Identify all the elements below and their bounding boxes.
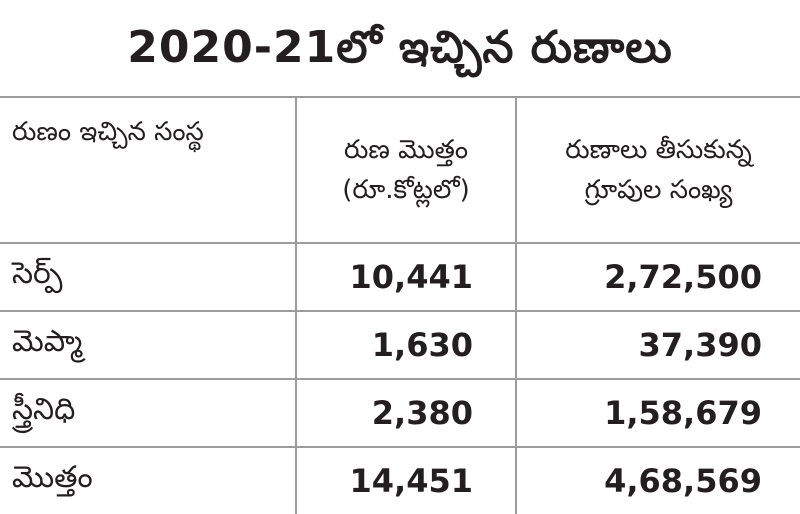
cell-institution: సెర్ప్ [0, 242, 297, 312]
header-groups-line1: రుణాలు తీసుకున్న [565, 135, 752, 165]
table-row: సెర్ప్ 10,441 2,72,500 [0, 242, 800, 312]
cell-amount: 1,630 [295, 310, 517, 380]
header-groups: రుణాలు తీసుకున్న గ్రూపుల సంఖ్య [515, 96, 800, 244]
cell-groups: 37,390 [515, 310, 800, 380]
table-header-row: రుణం ఇచ్చిన సంస్థ రుణ మొత్తం (రూ.కోట్లలో… [0, 96, 800, 244]
cell-amount: 14,451 [295, 446, 517, 514]
header-amount-line2: (రూ.కోట్లలో) [342, 175, 470, 205]
loans-table: రుణం ఇచ్చిన సంస్థ రుణ మొత్తం (రూ.కోట్లలో… [0, 96, 800, 514]
cell-groups: 1,58,679 [515, 378, 800, 448]
table-row-total: మొత్తం 14,451 4,68,569 [0, 446, 800, 514]
page-title: 2020-21లో ఇచ్చిన రుణాలు [127, 22, 673, 73]
header-groups-line2: గ్రూపుల సంఖ్య [584, 175, 733, 205]
table-row: స్త్రీనిధి 2,380 1,58,679 [0, 378, 800, 448]
cell-groups: 2,72,500 [515, 242, 800, 312]
cell-institution: మొత్తం [0, 446, 297, 514]
header-amount-line1: రుణ మొత్తం [343, 135, 469, 165]
loans-infographic: 2020-21లో ఇచ్చిన రుణాలు రుణం ఇచ్చిన సంస్… [0, 22, 800, 514]
cell-groups: 4,68,569 [515, 446, 800, 514]
cell-institution: స్త్రీనిధి [0, 378, 297, 448]
cell-institution: మెప్మా [0, 310, 297, 380]
header-institution: రుణం ఇచ్చిన సంస్థ [0, 96, 297, 244]
table-row: మెప్మా 1,630 37,390 [0, 310, 800, 380]
header-amount: రుణ మొత్తం (రూ.కోట్లలో) [295, 96, 517, 244]
cell-amount: 10,441 [295, 242, 517, 312]
cell-amount: 2,380 [295, 378, 517, 448]
